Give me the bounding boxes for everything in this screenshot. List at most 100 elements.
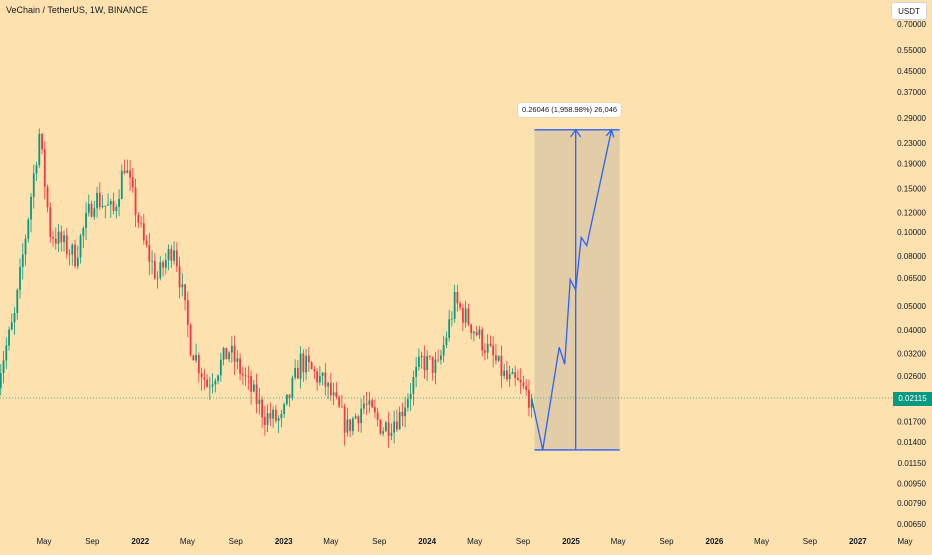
candle-body [384, 422, 387, 432]
candle-body [87, 203, 90, 213]
y-tick-label: 0.12000 [897, 208, 926, 217]
candle-body [129, 170, 131, 178]
x-tick-label: Sep [229, 537, 244, 546]
candle-body [126, 170, 129, 173]
candle-body [269, 413, 272, 419]
y-tick-label: 0.29000 [897, 114, 926, 123]
candle-body [280, 413, 283, 419]
candle-body [57, 231, 60, 244]
candle-body [35, 165, 38, 174]
candle-body [393, 421, 396, 433]
candle-body [511, 372, 514, 375]
candle-body [302, 353, 305, 373]
candle-body [362, 403, 365, 409]
candle-body [164, 260, 167, 268]
candle-body [104, 205, 107, 207]
candle-body [420, 355, 423, 357]
y-tick-label: 0.01700 [897, 417, 926, 426]
candle-body [318, 376, 321, 383]
candle-body [514, 372, 517, 378]
candle-body [294, 367, 297, 378]
candle-body [373, 407, 376, 413]
candle-body [321, 372, 324, 377]
candle-body [382, 431, 385, 434]
candle-body [192, 355, 195, 361]
candle-body [60, 231, 63, 243]
candle-body [217, 375, 219, 381]
x-tick-label: 2024 [418, 537, 436, 546]
candle-body [0, 373, 2, 389]
y-tick-label: 0.06500 [897, 274, 926, 283]
candle-body [379, 419, 382, 434]
candle-body [261, 399, 263, 418]
measure-arrowhead [570, 128, 582, 138]
candle-body [437, 359, 440, 361]
candle-body [153, 260, 156, 279]
candle-body [489, 343, 492, 346]
candle-body [283, 404, 286, 414]
candle-body [65, 235, 68, 254]
candle-body [285, 394, 288, 405]
candle-body [32, 173, 35, 197]
candle-body [316, 371, 319, 383]
y-tick-label: 0.03200 [897, 350, 926, 359]
x-tick-label: May [754, 537, 769, 546]
candle-body [371, 400, 374, 408]
candle-body [484, 350, 486, 353]
candle-body [244, 375, 247, 377]
candle-body [470, 324, 473, 334]
candle-body [241, 373, 244, 376]
candle-body [497, 355, 500, 361]
candle-body [440, 355, 442, 360]
candle-body [409, 393, 412, 400]
candle-body [54, 238, 57, 244]
candle-body [503, 370, 506, 376]
y-tick-label: 0.01400 [897, 438, 926, 447]
candle-body [406, 399, 409, 408]
candle-body [85, 212, 87, 228]
candle-body [445, 337, 448, 346]
candle-body [305, 355, 308, 373]
candle-body [195, 355, 197, 361]
candle-body [387, 422, 390, 436]
candle-body [423, 355, 426, 371]
x-tick-label: May [36, 537, 51, 546]
candle-body [263, 417, 266, 425]
candle-body [184, 284, 186, 301]
candle-body [156, 278, 159, 279]
candle-body [395, 421, 398, 430]
candle-body [27, 219, 30, 239]
candle-body [338, 396, 341, 407]
candle-body [178, 266, 181, 288]
y-tick-label: 0.00790 [897, 499, 926, 508]
currency-button[interactable]: USDT [891, 2, 927, 20]
candle-body [475, 331, 478, 336]
candle-body [93, 208, 96, 217]
candle-body [112, 201, 115, 211]
candle-body [492, 345, 495, 356]
candle-body [354, 416, 357, 419]
candle-body [467, 308, 470, 325]
candle-body [252, 384, 255, 392]
x-tick-label: Sep [516, 537, 531, 546]
y-tick-label: 0.05000 [897, 302, 926, 311]
candle-body [96, 192, 98, 209]
candle-body [291, 377, 294, 398]
y-tick-label: 0.02600 [897, 372, 926, 381]
candle-body [404, 407, 407, 417]
x-tick-label: 2027 [849, 537, 867, 546]
candle-body [442, 345, 445, 356]
x-tick-label: May [467, 537, 482, 546]
candle-body [8, 329, 10, 346]
candle-body [2, 360, 5, 374]
x-tick-label: Sep [85, 537, 100, 546]
candle-body [225, 347, 228, 360]
x-tick-label: Sep [659, 537, 674, 546]
candle-body [43, 149, 46, 187]
candle-body [310, 362, 313, 369]
candle-body [376, 412, 379, 420]
candle-body [332, 392, 335, 396]
candle-body [186, 300, 189, 325]
